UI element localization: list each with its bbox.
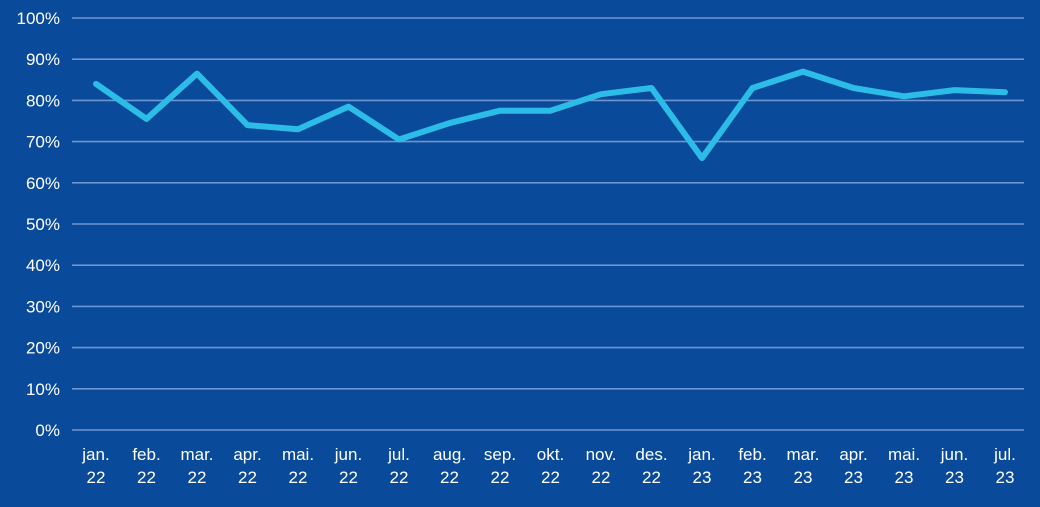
x-tick-label: jun. — [940, 445, 968, 464]
x-tick-label: 22 — [491, 468, 510, 487]
data-point — [499, 110, 501, 112]
x-tick-label: 23 — [945, 468, 964, 487]
series-layer — [93, 68, 1008, 162]
data-point — [752, 87, 753, 89]
x-tick-label: apr. — [233, 445, 261, 464]
data-point — [297, 128, 299, 130]
data-point — [954, 89, 955, 91]
x-tick-label: 22 — [592, 468, 611, 487]
x-tick-label: 23 — [743, 468, 762, 487]
x-tick-label: nov. — [586, 445, 617, 464]
y-tick-label: 0% — [35, 421, 60, 440]
x-tick-label: feb. — [738, 445, 766, 464]
data-point — [95, 83, 97, 85]
x-tick-label: jul. — [387, 445, 410, 464]
data-point — [348, 106, 349, 108]
x-tick-label: sep. — [484, 445, 516, 464]
data-point — [398, 139, 400, 141]
y-tick-label: 20% — [26, 339, 60, 358]
x-tick-label: jun. — [334, 445, 362, 464]
y-tick-label: 10% — [26, 380, 60, 399]
data-point — [449, 122, 450, 124]
data-point — [146, 118, 147, 120]
y-tick-label: 80% — [26, 91, 60, 110]
x-tick-label: 22 — [440, 468, 459, 487]
y-axis-ticks: 0% 10% 20% 30% 40% 50% 60% 70% 80% 90% 100% — [17, 9, 60, 440]
x-tick-label: jan. — [687, 445, 715, 464]
y-tick-label: 100% — [17, 9, 60, 28]
y-tick-label: 60% — [26, 174, 60, 193]
data-point — [802, 71, 804, 73]
y-tick-label: 70% — [26, 133, 60, 152]
x-tick-label: 22 — [642, 468, 661, 487]
x-tick-label: okt. — [537, 445, 564, 464]
data-point — [196, 73, 198, 75]
x-tick-label: 22 — [137, 468, 156, 487]
x-tick-label: 22 — [87, 468, 106, 487]
x-tick-label: mar. — [180, 445, 213, 464]
data-point — [903, 95, 905, 97]
data-point — [1004, 91, 1006, 93]
x-tick-label: jul. — [993, 445, 1016, 464]
data-point — [247, 124, 248, 126]
x-tick-label: aug. — [433, 445, 466, 464]
x-tick-label: mai. — [888, 445, 920, 464]
x-tick-label: feb. — [132, 445, 160, 464]
x-tick-label: 22 — [390, 468, 409, 487]
x-tick-label: 22 — [541, 468, 560, 487]
y-tick-label: 90% — [26, 50, 60, 69]
data-point — [701, 157, 703, 159]
x-tick-label: 22 — [238, 468, 257, 487]
x-tick-label: 22 — [188, 468, 207, 487]
x-tick-label: mar. — [786, 445, 819, 464]
x-tick-label: 23 — [844, 468, 863, 487]
x-tick-label: jan. — [81, 445, 109, 464]
x-tick-label: des. — [635, 445, 667, 464]
data-point — [600, 93, 602, 95]
data-point — [651, 87, 652, 89]
y-tick-label: 40% — [26, 256, 60, 275]
x-tick-label: 22 — [289, 468, 308, 487]
data-point — [550, 110, 551, 112]
x-tick-label: mai. — [282, 445, 314, 464]
data-point — [853, 87, 854, 89]
y-tick-label: 30% — [26, 297, 60, 316]
x-tick-label: 22 — [339, 468, 358, 487]
gridlines — [72, 17, 1024, 431]
x-tick-label: apr. — [839, 445, 867, 464]
y-tick-label: 50% — [26, 215, 60, 234]
series-line — [93, 68, 1008, 162]
x-tick-label: 23 — [895, 468, 914, 487]
x-axis-ticks: jan. 22 feb. 22 mar. 22 apr. 22 mai. 22 jun. 22 jul.… — [81, 445, 1016, 487]
x-tick-label: 23 — [693, 468, 712, 487]
x-tick-label: 23 — [996, 468, 1015, 487]
x-tick-label: 23 — [794, 468, 813, 487]
